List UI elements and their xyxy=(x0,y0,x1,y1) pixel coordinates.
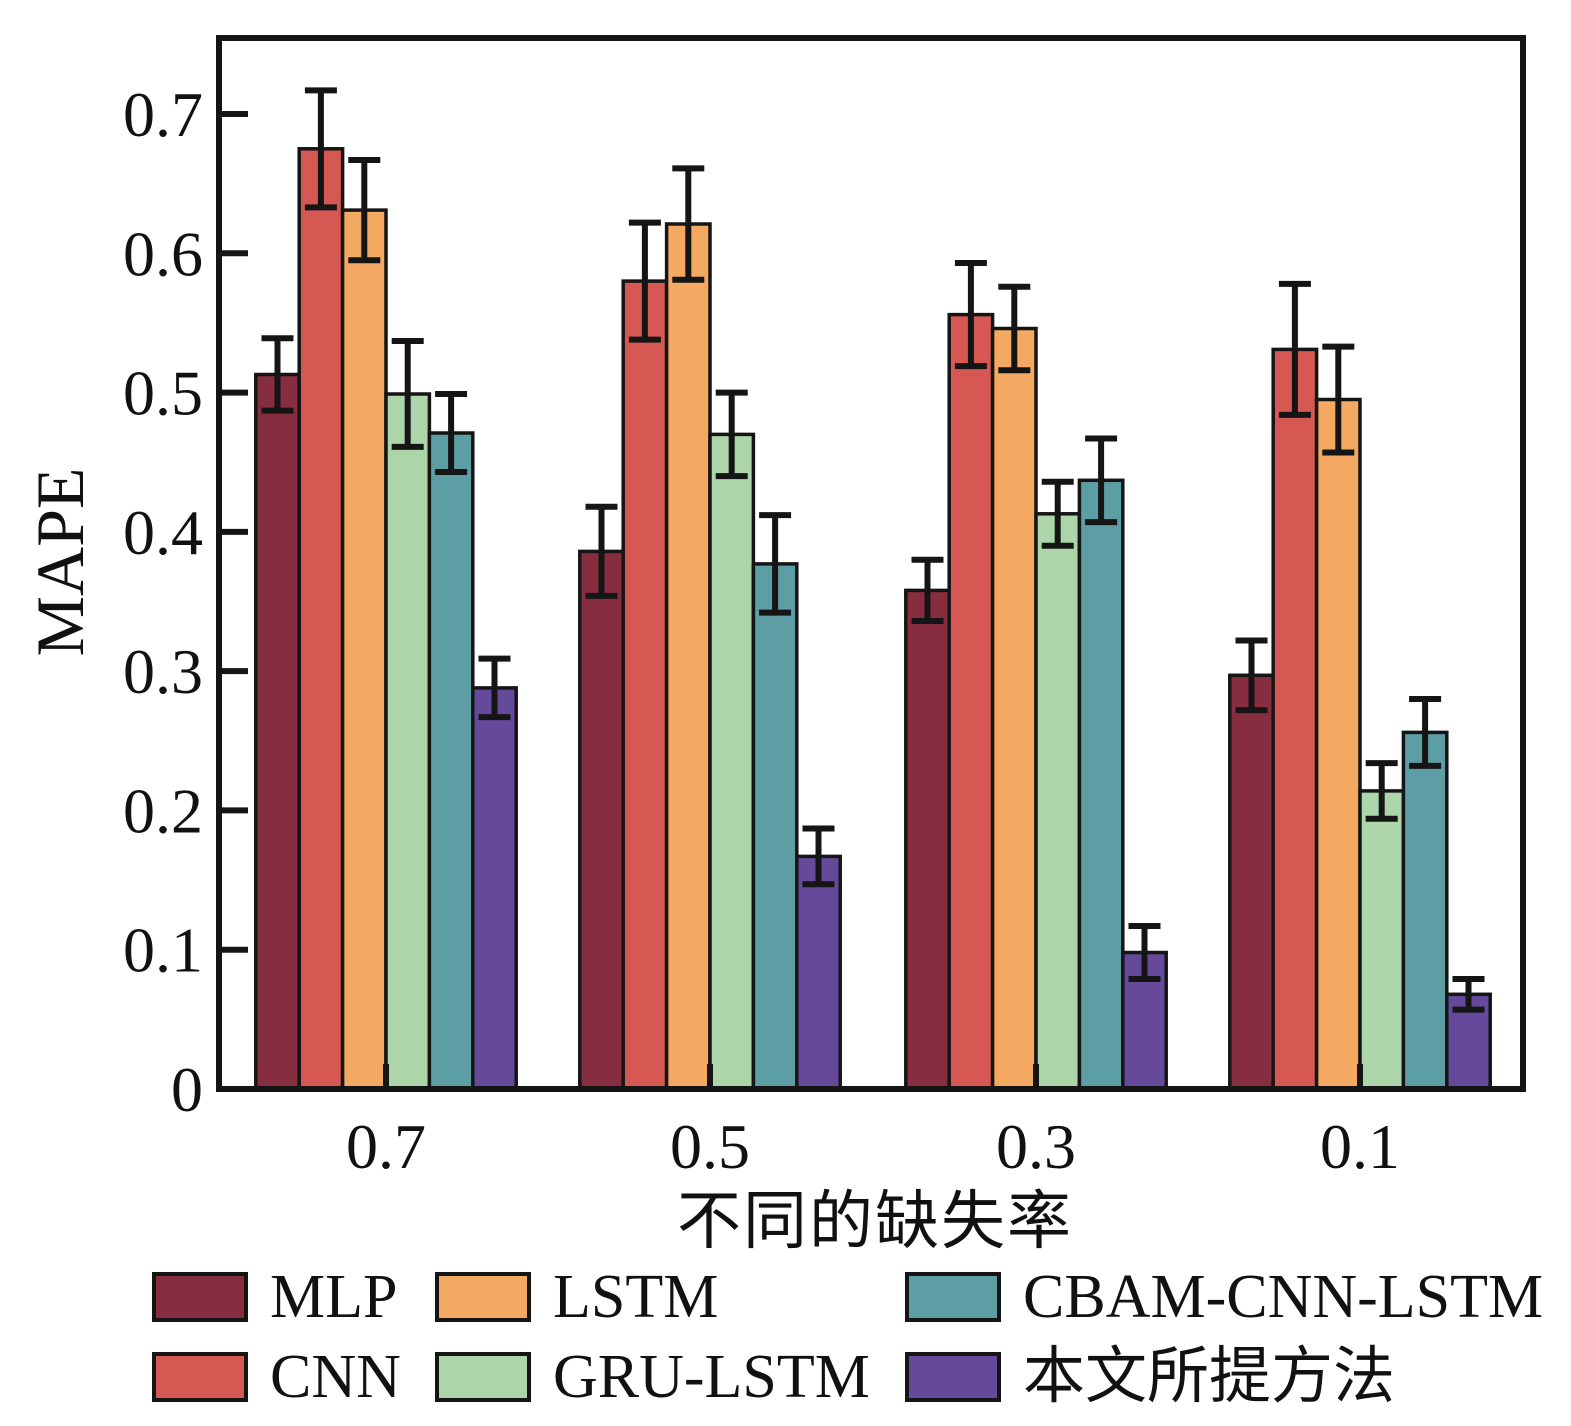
bar-CNN-0.3 xyxy=(947,312,995,1091)
y-tick-label-0: 0 xyxy=(171,1054,203,1125)
x-tick-label-0.5: 0.5 xyxy=(670,1111,750,1182)
errorbar-GRU-LSTM-0.1 xyxy=(1365,760,1398,822)
errorbar-本文所提方法-0.1 xyxy=(1452,975,1485,1013)
errorbar-本文所提方法-0.5 xyxy=(802,825,835,888)
bar-本文所提方法-0.7 xyxy=(471,686,518,1091)
errorbar-CNN-0.1 xyxy=(1278,280,1311,418)
y-tick-label-0.5: 0.5 xyxy=(123,358,203,429)
errorbar-GRU-LSTM-0.5 xyxy=(715,389,748,480)
errorbar-CBAM-CNN-LSTM-0.3 xyxy=(1085,435,1118,526)
bar-CNN-0.5 xyxy=(621,279,669,1091)
bar-LSTM-0.5 xyxy=(664,222,712,1091)
bar-CBAM-CNN-LSTM-0.1 xyxy=(1401,730,1449,1091)
errorbar-LSTM-0.1 xyxy=(1322,343,1355,456)
bar-MLP-0.5 xyxy=(578,549,625,1091)
bar-GRU-LSTM-0.3 xyxy=(1034,512,1082,1091)
errorbar-CNN-0.3 xyxy=(954,260,987,370)
y-tick-label-0.6: 0.6 xyxy=(123,218,203,289)
errorbar-MLP-0.3 xyxy=(911,556,944,624)
errorbar-CBAM-CNN-LSTM-0.1 xyxy=(1409,696,1442,769)
y-tick-label-0.7: 0.7 xyxy=(123,79,203,150)
bar-MLP-0.3 xyxy=(904,588,951,1091)
x-tick-label-0.1: 0.1 xyxy=(1320,1111,1400,1182)
errorbar-GRU-LSTM-0.3 xyxy=(1041,478,1074,549)
errorbar-CNN-0.7 xyxy=(304,87,337,211)
bar-MLP-0.7 xyxy=(254,372,301,1091)
errorbar-CBAM-CNN-LSTM-0.5 xyxy=(759,512,792,616)
bar-CNN-0.7 xyxy=(297,147,345,1091)
bar-CBAM-CNN-LSTM-0.7 xyxy=(427,431,475,1091)
bar-CBAM-CNN-LSTM-0.5 xyxy=(751,562,799,1091)
bar-CBAM-CNN-LSTM-0.3 xyxy=(1077,478,1125,1091)
y-tick-label-0.2: 0.2 xyxy=(123,775,203,846)
y-tick-label-0.1: 0.1 xyxy=(123,915,203,986)
bar-LSTM-0.3 xyxy=(990,326,1038,1091)
errorbar-GRU-LSTM-0.7 xyxy=(391,338,424,450)
errorbar-LSTM-0.7 xyxy=(348,156,381,264)
x-axis-title: 不同的缺失率 xyxy=(677,1186,1073,1257)
errorbar-本文所提方法-0.7 xyxy=(478,655,511,721)
errorbar-LSTM-0.5 xyxy=(672,165,705,283)
x-tick-label-0.3: 0.3 xyxy=(996,1111,1076,1182)
y-axis-title: MAPE xyxy=(22,467,98,657)
errorbar-LSTM-0.3 xyxy=(998,283,1031,374)
y-tick-label-0.4: 0.4 xyxy=(123,497,203,568)
errorbar-MLP-0.1 xyxy=(1235,637,1268,714)
bar-CNN-0.1 xyxy=(1271,347,1319,1091)
errorbar-MLP-0.7 xyxy=(261,335,294,414)
bar-GRU-LSTM-0.7 xyxy=(384,392,432,1091)
bar-GRU-LSTM-0.1 xyxy=(1358,789,1406,1091)
bar-MLP-0.1 xyxy=(1228,673,1275,1091)
bar-本文所提方法-0.5 xyxy=(795,854,842,1091)
plot-border xyxy=(216,35,1526,1092)
bar-LSTM-0.7 xyxy=(340,208,388,1091)
bar-LSTM-0.1 xyxy=(1314,397,1362,1091)
errorbar-CNN-0.5 xyxy=(628,219,661,343)
errorbar-本文所提方法-0.3 xyxy=(1128,923,1161,982)
bar-GRU-LSTM-0.5 xyxy=(708,432,756,1091)
y-tick-label-0.3: 0.3 xyxy=(123,636,203,707)
errorbar-CBAM-CNN-LSTM-0.7 xyxy=(435,390,468,475)
x-tick-label-0.7: 0.7 xyxy=(346,1111,426,1182)
errorbar-MLP-0.5 xyxy=(585,503,618,599)
